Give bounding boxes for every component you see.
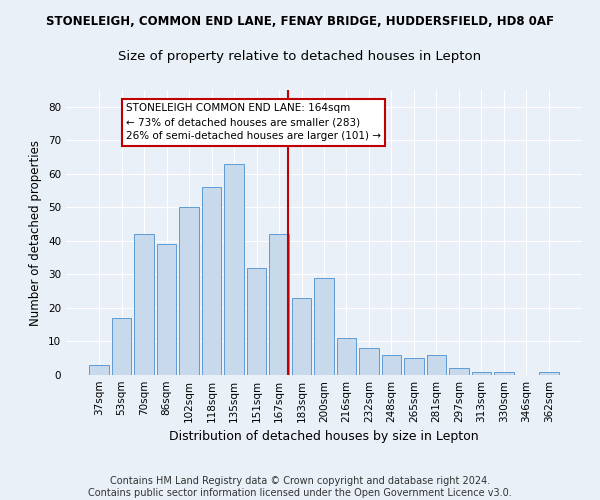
Y-axis label: Number of detached properties: Number of detached properties: [29, 140, 43, 326]
Text: STONELEIGH COMMON END LANE: 164sqm
← 73% of detached houses are smaller (283)
26: STONELEIGH COMMON END LANE: 164sqm ← 73%…: [126, 104, 381, 142]
Bar: [404, 358, 424, 375]
Bar: [494, 372, 514, 375]
Text: Size of property relative to detached houses in Lepton: Size of property relative to detached ho…: [118, 50, 482, 63]
Bar: [449, 368, 469, 375]
Bar: [472, 372, 491, 375]
Bar: [89, 365, 109, 375]
Bar: [292, 298, 311, 375]
Bar: [112, 318, 131, 375]
Bar: [337, 338, 356, 375]
Bar: [314, 278, 334, 375]
Bar: [179, 208, 199, 375]
Bar: [427, 355, 446, 375]
Bar: [539, 372, 559, 375]
Bar: [359, 348, 379, 375]
Bar: [134, 234, 154, 375]
Bar: [202, 187, 221, 375]
Bar: [247, 268, 266, 375]
Text: Contains HM Land Registry data © Crown copyright and database right 2024.
Contai: Contains HM Land Registry data © Crown c…: [88, 476, 512, 498]
Bar: [269, 234, 289, 375]
Bar: [382, 355, 401, 375]
Text: STONELEIGH, COMMON END LANE, FENAY BRIDGE, HUDDERSFIELD, HD8 0AF: STONELEIGH, COMMON END LANE, FENAY BRIDG…: [46, 15, 554, 28]
Bar: [157, 244, 176, 375]
Bar: [224, 164, 244, 375]
X-axis label: Distribution of detached houses by size in Lepton: Distribution of detached houses by size …: [169, 430, 479, 444]
